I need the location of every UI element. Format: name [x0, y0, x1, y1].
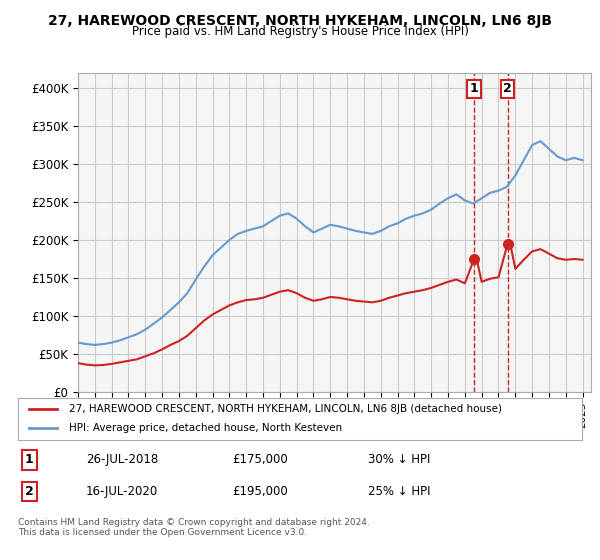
Text: 2: 2 — [25, 485, 34, 498]
Text: £175,000: £175,000 — [232, 454, 288, 466]
Text: 27, HAREWOOD CRESCENT, NORTH HYKEHAM, LINCOLN, LN6 8JB: 27, HAREWOOD CRESCENT, NORTH HYKEHAM, LI… — [48, 14, 552, 28]
Text: 1: 1 — [25, 454, 34, 466]
Text: HPI: Average price, detached house, North Kesteven: HPI: Average price, detached house, Nort… — [69, 423, 342, 433]
Text: 25% ↓ HPI: 25% ↓ HPI — [368, 485, 430, 498]
Text: Price paid vs. HM Land Registry's House Price Index (HPI): Price paid vs. HM Land Registry's House … — [131, 25, 469, 38]
Text: 26-JUL-2018: 26-JUL-2018 — [86, 454, 158, 466]
Text: 30% ↓ HPI: 30% ↓ HPI — [368, 454, 430, 466]
Text: 2: 2 — [503, 82, 512, 95]
Text: 27, HAREWOOD CRESCENT, NORTH HYKEHAM, LINCOLN, LN6 8JB (detached house): 27, HAREWOOD CRESCENT, NORTH HYKEHAM, LI… — [69, 404, 502, 414]
Text: Contains HM Land Registry data © Crown copyright and database right 2024.
This d: Contains HM Land Registry data © Crown c… — [18, 518, 370, 538]
Text: £195,000: £195,000 — [232, 485, 288, 498]
Text: 16-JUL-2020: 16-JUL-2020 — [86, 485, 158, 498]
Text: 1: 1 — [470, 82, 478, 95]
